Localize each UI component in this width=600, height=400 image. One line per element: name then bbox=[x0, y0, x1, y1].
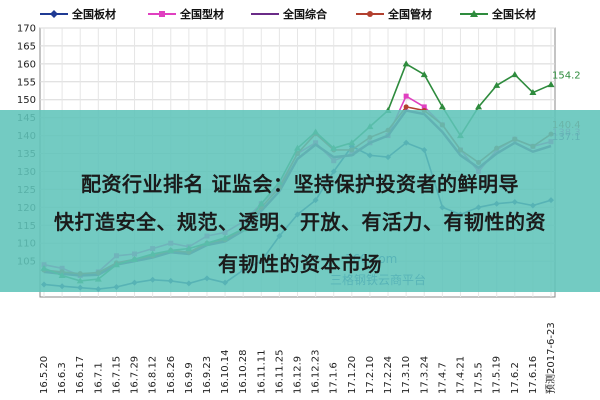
x-tick-label: 17.2.24 bbox=[383, 356, 394, 394]
banner-line-2: 快打造安全、规范、透明、开放、有活力、有韧性的资 bbox=[54, 210, 546, 234]
x-tick-label: 16.5.20 bbox=[39, 356, 50, 394]
data-point bbox=[511, 71, 519, 78]
legend-label: 全国板材 bbox=[71, 7, 116, 21]
y-tick-label: 170 bbox=[17, 24, 36, 35]
banner-line-1: 配资行业排名 证监会：坚持保护投资者的鲜明导 bbox=[81, 172, 519, 196]
data-point bbox=[420, 71, 428, 78]
x-tick-label: 16.12.9 bbox=[293, 356, 304, 394]
legend-label: 全国长材 bbox=[491, 7, 536, 21]
x-tick-label: 16.7.1 bbox=[93, 362, 104, 394]
x-tick-label: 16.8.12 bbox=[148, 356, 159, 394]
data-point bbox=[403, 104, 409, 110]
x-tick-label: 17.4.21 bbox=[455, 356, 466, 394]
x-tick-label: 预测2017-6-23 bbox=[544, 322, 557, 394]
x-tick-label: 17.4.7 bbox=[437, 362, 448, 394]
y-tick-label: 155 bbox=[17, 77, 36, 88]
x-tick-label: 17.3.24 bbox=[419, 356, 430, 394]
x-tick-label: 16.12.23 bbox=[311, 349, 322, 394]
y-tick-label: 165 bbox=[17, 41, 36, 52]
legend-marker bbox=[50, 10, 58, 18]
banner-line-3: 有韧性的资本市场 bbox=[218, 252, 382, 276]
x-tick-label: 16.6.3 bbox=[57, 362, 68, 394]
data-point bbox=[529, 89, 537, 96]
data-point bbox=[421, 104, 427, 110]
x-tick-label: 16.11.11 bbox=[256, 349, 267, 394]
x-tick-label: 17.2.10 bbox=[365, 356, 376, 394]
x-tick-label: 17.6.16 bbox=[528, 356, 539, 394]
legend-marker bbox=[470, 10, 478, 17]
x-tick-label: 17.6.2 bbox=[510, 362, 521, 394]
x-tick-label: 16.10.14 bbox=[220, 349, 231, 394]
x-tick-label: 17.3.10 bbox=[401, 356, 412, 394]
x-tick-label: 17.5.5 bbox=[474, 362, 485, 394]
x-tick-label: 17.1.20 bbox=[347, 356, 358, 394]
y-tick-label: 160 bbox=[17, 59, 36, 70]
x-tick-label: 16.9.9 bbox=[184, 362, 195, 394]
data-point bbox=[493, 81, 501, 88]
data-point bbox=[438, 103, 446, 110]
legend-label: 全国型材 bbox=[179, 7, 224, 21]
data-point bbox=[402, 60, 410, 67]
legend-marker bbox=[159, 11, 165, 17]
x-tick-label: 16.8.26 bbox=[166, 356, 177, 394]
overlay-banner bbox=[0, 110, 600, 292]
data-point bbox=[547, 81, 555, 88]
data-label: 154.2 bbox=[552, 71, 581, 82]
legend-label: 全国管材 bbox=[387, 7, 432, 21]
x-tick-label: 16.6.17 bbox=[75, 356, 86, 394]
x-tick-label: 16.11.25 bbox=[274, 349, 285, 394]
data-point bbox=[403, 93, 409, 99]
data-point bbox=[475, 103, 483, 110]
legend-label: 全国综合 bbox=[282, 7, 328, 21]
x-tick-label: 16.9.23 bbox=[202, 356, 213, 394]
x-tick-label: 16.7.15 bbox=[111, 356, 122, 394]
x-tick-label: 16.10.28 bbox=[238, 349, 249, 394]
y-tick-label: 150 bbox=[17, 95, 36, 106]
x-tick-label: 17.1.6 bbox=[329, 362, 340, 394]
legend-marker bbox=[367, 11, 373, 17]
x-tick-label: 17.5.19 bbox=[492, 356, 503, 394]
x-tick-label: 16.7.29 bbox=[130, 356, 141, 394]
